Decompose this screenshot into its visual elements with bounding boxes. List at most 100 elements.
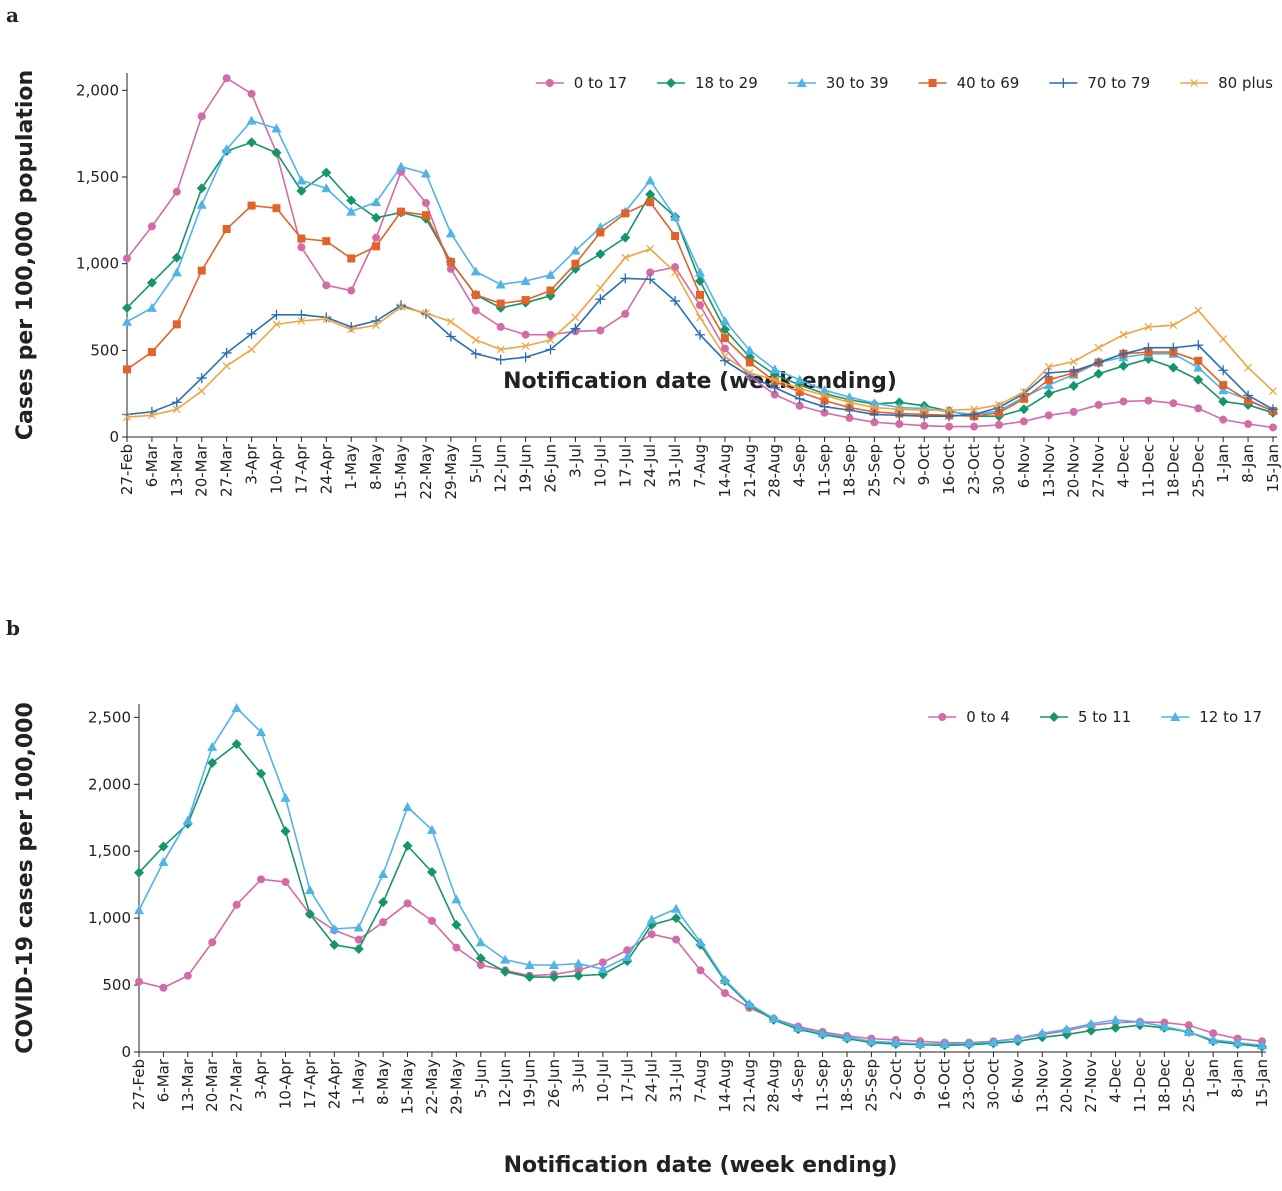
marker: [451, 894, 462, 904]
marker: [496, 299, 505, 308]
x-tick-label: 18-Sep: [840, 444, 858, 497]
x-axis-title: Notification date (week ending): [504, 1153, 898, 1178]
marker: [371, 197, 382, 207]
marker: [945, 406, 954, 415]
marker: [646, 914, 657, 924]
marker: [146, 277, 157, 288]
x-tick-label: 15-May: [399, 1059, 417, 1115]
x-tick-label: 24-Jul: [643, 1059, 661, 1102]
marker: [304, 885, 315, 895]
legend-label: 30 to 39: [826, 74, 889, 92]
marker: [1094, 400, 1103, 409]
x-tick-label: 12-Jun: [492, 444, 510, 493]
marker: [297, 243, 306, 252]
marker: [623, 946, 632, 955]
marker: [1169, 399, 1178, 408]
marker: [396, 161, 407, 171]
series: [134, 739, 1267, 1052]
x-tick-label: 25-Dec: [1189, 444, 1207, 498]
y-tick-label: 1,000: [76, 255, 119, 273]
marker: [246, 137, 257, 148]
y-tick-label: 500: [102, 976, 131, 994]
marker: [171, 267, 182, 277]
x-tick-label: 15-May: [392, 444, 410, 500]
marker: [1118, 360, 1129, 371]
x-tick-label: 11-Dec: [1131, 1059, 1149, 1113]
marker: [866, 1036, 877, 1046]
marker: [549, 972, 560, 983]
marker: [1068, 366, 1079, 377]
marker: [672, 935, 681, 944]
x-tick-label: 27-Mar: [218, 443, 236, 497]
marker: [182, 815, 193, 825]
y-tick-label: 2,500: [88, 708, 131, 726]
marker: [571, 259, 580, 268]
marker: [1159, 1021, 1170, 1031]
marker: [372, 321, 381, 330]
marker: [371, 212, 382, 223]
x-tick-label: 29-May: [442, 444, 460, 500]
marker: [500, 954, 511, 964]
marker: [521, 342, 530, 350]
series-line: [138, 706, 1263, 1047]
marker: [451, 919, 462, 930]
marker: [621, 253, 630, 262]
x-tick-label: 20-Mar: [203, 1058, 221, 1112]
marker: [1118, 348, 1129, 359]
marker: [521, 296, 530, 305]
x-tick-label: 17-Jul: [616, 444, 634, 487]
marker: [1244, 420, 1253, 428]
marker: [321, 167, 332, 178]
y-tick-label: 2,000: [88, 775, 131, 793]
x-tick-label: 11-Dec: [1139, 444, 1157, 498]
marker: [915, 1038, 926, 1048]
marker: [172, 405, 181, 414]
marker: [969, 409, 980, 420]
marker: [196, 199, 207, 209]
marker: [495, 354, 506, 365]
marker: [280, 792, 291, 802]
marker: [895, 420, 904, 428]
x-tick-label: 31-Jul: [666, 444, 684, 487]
marker: [695, 267, 705, 277]
marker: [1110, 1022, 1121, 1033]
x-tick-label: 13-Mar: [179, 1058, 197, 1112]
marker: [720, 352, 729, 361]
marker: [1170, 712, 1181, 721]
marker: [402, 802, 413, 812]
x-tick-label: 26-Jun: [545, 1059, 563, 1108]
marker: [1044, 411, 1053, 420]
x-tick-label: 3-Jul: [569, 1059, 587, 1093]
marker: [1048, 712, 1059, 722]
marker: [795, 384, 804, 393]
marker: [247, 201, 256, 210]
marker: [1219, 415, 1228, 424]
x-tick-label: 7-Aug: [692, 1059, 710, 1103]
marker: [1218, 365, 1229, 376]
x-tick-label: 20-Mar: [193, 443, 211, 497]
marker: [770, 375, 779, 384]
marker: [819, 385, 830, 395]
y-axis-title: Cases per 100,000 population: [13, 70, 38, 440]
marker: [272, 204, 281, 213]
marker: [1268, 404, 1278, 415]
marker: [620, 273, 631, 284]
marker: [744, 998, 755, 1008]
x-tick-label: 16-Oct: [936, 1059, 954, 1110]
x-tick-label: 4-Sep: [789, 1059, 807, 1102]
x-tick-label: 16-Oct: [940, 444, 958, 495]
series: [135, 875, 1266, 1047]
marker: [197, 387, 206, 395]
marker: [719, 355, 730, 366]
marker: [470, 266, 481, 276]
marker: [645, 274, 656, 285]
marker: [817, 1028, 828, 1038]
legend: 12 to 17 5 to 11 0 to 4: [928, 708, 1262, 726]
x-tick-label: 30-Oct: [984, 1059, 1002, 1110]
panel-label: a: [6, 3, 19, 27]
x-axis-title: Notification date (week ending): [503, 369, 897, 394]
marker: [280, 826, 291, 837]
marker: [446, 257, 455, 266]
marker: [197, 266, 206, 275]
marker: [426, 824, 437, 834]
